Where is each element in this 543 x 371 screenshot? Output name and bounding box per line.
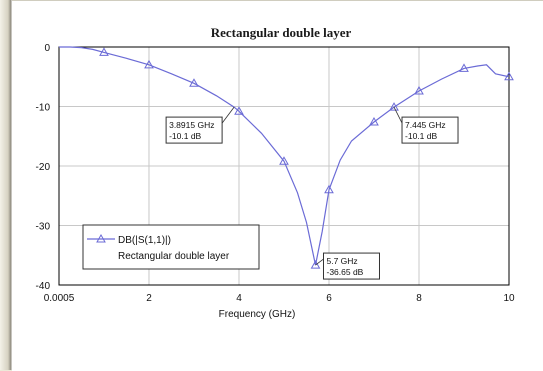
y-tick-label: 0 [44,43,50,54]
y-tick-label: -10 [36,103,51,114]
annotations: 3.8915 GHz-10.1 dB7.445 GHz-10.1 dB5.7 G… [165,106,459,280]
legend-series-name: DB(|S(1,1)|) [118,235,171,246]
chart-svg: Rectangular double layer Frequency (GHz)… [36,25,515,320]
x-axis-label: Frequency (GHz) [219,309,296,320]
legend-box [82,224,260,270]
annotation-frequency: 3.8915 GHz [169,120,214,130]
data-point-marker [310,260,321,269]
legend-series-desc: Rectangular double layer [118,251,230,262]
annotation-leader [393,106,403,124]
data-point-marker [189,78,199,87]
chart-title: Rectangular double layer [211,25,352,40]
marker-annotation: 7.445 GHz-10.1 dB [393,106,459,144]
x-tick-label: 2 [146,293,152,304]
plot-border [58,46,510,286]
y-tick-label: -40 [36,281,51,292]
annotation-frequency: 5.7 GHz [326,256,357,266]
data-point-marker [369,116,379,126]
y-tick-label: -20 [36,162,51,173]
marker-annotation: 5.7 GHz-36.65 dB [315,252,380,280]
x-tick-label: 6 [326,293,332,304]
x-tick-label: 0.0005 [44,293,75,304]
series-line [59,46,510,266]
marker-annotation: 3.8915 GHz-10.1 dB [165,106,235,144]
data-point-marker [389,102,399,111]
annotation-frequency: 7.445 GHz [405,120,446,130]
annotation-box [165,116,223,144]
x-tick-label: 8 [416,293,422,304]
y-tick-label: -30 [36,222,51,233]
x-tick-label: 4 [236,293,242,304]
annotation-value: -36.65 dB [326,267,363,277]
legend: DB(|S(1,1)|) Rectangular double layer [82,224,260,270]
left-border [0,0,12,370]
annotation-box [401,116,459,144]
data-point-marker [324,184,334,194]
x-tick-label: 10 [503,293,515,304]
plot-window: Rectangular double layer Frequency (GHz)… [12,0,543,371]
tick-labels: 0.0005 2 4 6 8 10 0 -10 -20 -30 -40 [36,43,515,304]
data-point-marker [234,106,244,115]
annotation-leader [315,258,324,266]
annotation-value: -10.1 dB [405,131,437,141]
legend-swatch-marker [96,233,106,243]
data-point-marker [504,71,514,81]
annotation-value: -10.1 dB [169,131,201,141]
data-point-marker [459,63,469,72]
series-group [59,46,514,269]
annotation-leader [221,106,235,124]
data-point-marker [414,86,424,95]
data-point-marker [99,47,109,56]
data-point-marker [279,156,289,165]
annotation-box [322,252,380,280]
data-point-marker [144,59,154,69]
